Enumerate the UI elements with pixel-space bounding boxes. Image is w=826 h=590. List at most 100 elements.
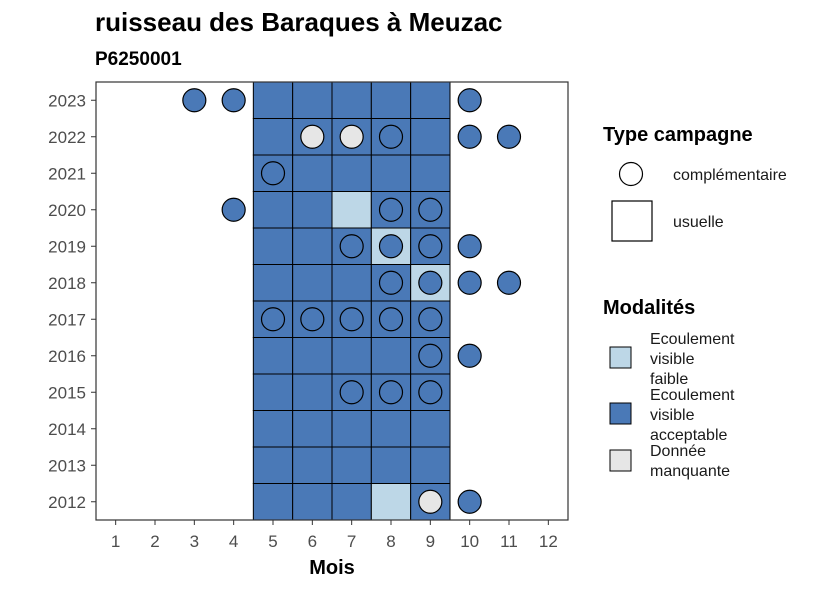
tile-2012-6 — [292, 483, 333, 521]
x-tick-label-3: 3 — [190, 532, 199, 551]
y-tick-label-2017: 2017 — [48, 310, 86, 329]
point-2021-5 — [260, 161, 286, 186]
x-tick-label-5: 5 — [268, 532, 277, 551]
tile-2012-5 — [252, 483, 294, 521]
point-2022-8 — [378, 124, 404, 149]
x-tick-label-8: 8 — [386, 532, 395, 551]
point-2019-10 — [457, 234, 482, 259]
x-tick-label-9: 9 — [426, 532, 435, 551]
point-2019-8 — [378, 234, 404, 259]
point-layer — [182, 88, 522, 514]
point-2023-3 — [182, 88, 207, 113]
y-tick-label-2016: 2016 — [48, 347, 86, 366]
legend-key-faible — [609, 346, 632, 369]
tile-2022-5 — [252, 118, 294, 156]
y-tick-label-2019: 2019 — [48, 237, 86, 256]
tile-2021-9 — [410, 154, 451, 192]
point-2016-9 — [418, 343, 443, 368]
legend-label-usuelle: usuelle — [673, 214, 724, 231]
y-axis: 2012 2013 2014 2015 2016 2017 2018 2019 2020 2021… — [48, 91, 96, 512]
tile-2016-8 — [370, 337, 412, 375]
tile-2013-8 — [370, 446, 412, 484]
tile-2014-8 — [370, 410, 412, 448]
x-tick-label-11: 11 — [500, 532, 518, 551]
point-2022-7 — [339, 124, 364, 149]
point-2015-9 — [418, 380, 443, 405]
point-2012-9 — [418, 489, 443, 514]
tile-2013-5 — [252, 446, 294, 484]
tile-2016-5 — [252, 337, 294, 375]
tile-2021-8 — [370, 154, 412, 192]
x-axis-title: Mois — [309, 557, 355, 579]
legend: Type campagne complémentaire usuelle Mod… — [603, 124, 787, 480]
x-axis: 1 2 3 4 5 6 7 8 9 10 11 12 — [111, 520, 558, 551]
y-tick-label-2022: 2022 — [48, 128, 86, 147]
legend-label-acceptable: Ecoulement visible acceptable — [650, 387, 739, 444]
point-2012-10 — [457, 489, 482, 514]
x-tick-label-1: 1 — [111, 532, 120, 551]
tile-2014-5 — [252, 410, 294, 448]
point-2020-4 — [221, 197, 246, 222]
tile-2023-5 — [252, 81, 294, 119]
tile-2019-6 — [292, 227, 333, 265]
tile-2014-9 — [410, 410, 451, 448]
x-tick-label-2: 2 — [150, 532, 159, 551]
legend-key-manquante — [609, 449, 632, 472]
legend-label-faible: Ecoulement visible faible — [650, 331, 739, 388]
tile-2016-6 — [292, 337, 333, 375]
legend-label-manquante: Donnée manquante — [650, 443, 730, 480]
legend-key-acceptable — [609, 402, 632, 425]
point-2022-11 — [496, 124, 522, 149]
point-2018-8 — [378, 270, 404, 295]
tile-2019-5 — [252, 227, 294, 265]
y-tick-label-2023: 2023 — [48, 91, 86, 110]
legend-label-complementaire: complémentaire — [673, 167, 787, 184]
y-tick-label-2015: 2015 — [48, 383, 86, 402]
point-2017-8 — [378, 307, 404, 332]
chart-title: ruisseau des Baraques à Meuzac — [95, 7, 503, 37]
tile-2015-6 — [292, 373, 333, 411]
tile-2014-6 — [292, 410, 333, 448]
tile-2023-8 — [370, 81, 412, 119]
point-2023-4 — [221, 88, 246, 113]
point-2022-6 — [300, 124, 325, 149]
point-2017-7 — [339, 307, 364, 332]
point-2015-7 — [339, 380, 364, 405]
tile-2023-7 — [331, 81, 372, 119]
tile-2022-9 — [410, 118, 451, 156]
tile-2013-9 — [410, 446, 451, 484]
tile-2016-7 — [331, 337, 372, 375]
tile-2015-5 — [252, 373, 294, 411]
tile-2014-7 — [331, 410, 372, 448]
tile-2022-6 — [292, 118, 333, 156]
point-2023-10 — [457, 88, 482, 113]
y-tick-label-2020: 2020 — [48, 201, 86, 220]
point-2019-7 — [339, 234, 364, 259]
point-2017-6 — [300, 307, 325, 332]
tile-2013-7 — [331, 446, 372, 484]
tile-2023-6 — [292, 81, 333, 119]
tile-layer — [252, 81, 451, 521]
x-tick-label-7: 7 — [347, 532, 356, 551]
point-2022-10 — [457, 124, 482, 149]
tile-2023-9 — [410, 81, 451, 119]
point-2016-10 — [457, 343, 482, 368]
legend-title-modalites: Modalités — [603, 297, 695, 319]
tile-2020-7 — [331, 191, 372, 229]
point-2018-10 — [457, 270, 482, 295]
point-2020-8 — [378, 197, 404, 222]
y-tick-label-2021: 2021 — [48, 164, 86, 183]
chart-subtitle: P6250001 — [95, 49, 182, 70]
point-2017-9 — [418, 307, 443, 332]
tile-2018-9 — [410, 264, 451, 302]
tile-2018-6 — [292, 264, 333, 302]
tile-2020-5 — [252, 191, 294, 229]
x-tick-label-4: 4 — [229, 532, 238, 551]
tile-2018-7 — [331, 264, 372, 302]
tile-2012-7 — [331, 483, 372, 521]
tile-2018-5 — [252, 264, 294, 302]
x-tick-label-10: 10 — [460, 532, 479, 551]
plot-border — [95, 81, 569, 521]
point-2020-9 — [418, 197, 443, 222]
